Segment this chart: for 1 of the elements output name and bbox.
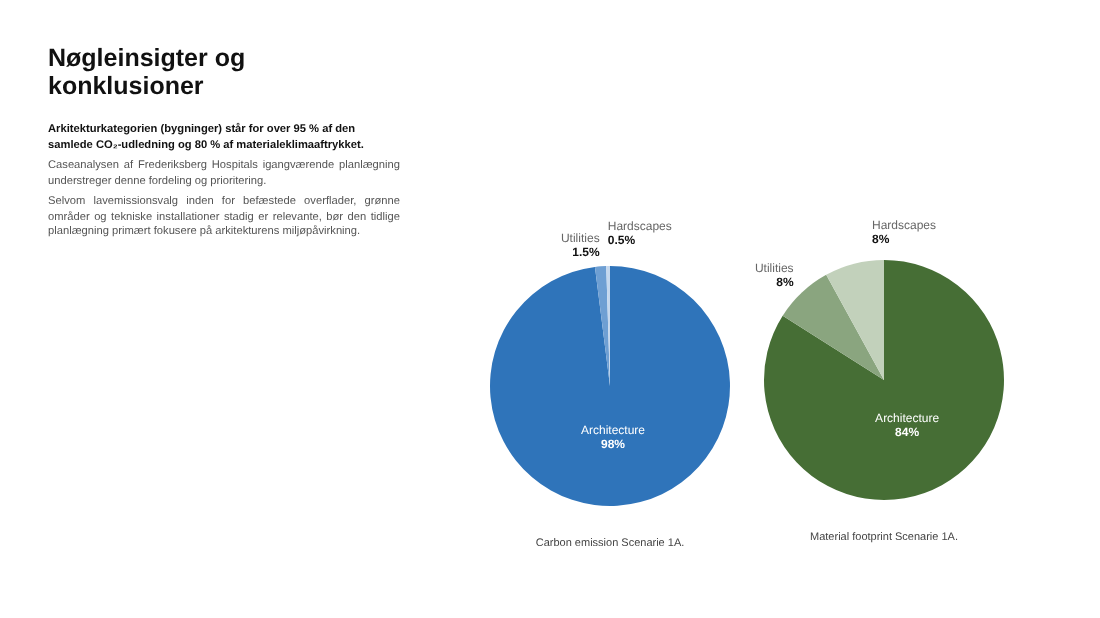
text: Nøgleinsigter og konklusioner <box>48 44 248 100</box>
